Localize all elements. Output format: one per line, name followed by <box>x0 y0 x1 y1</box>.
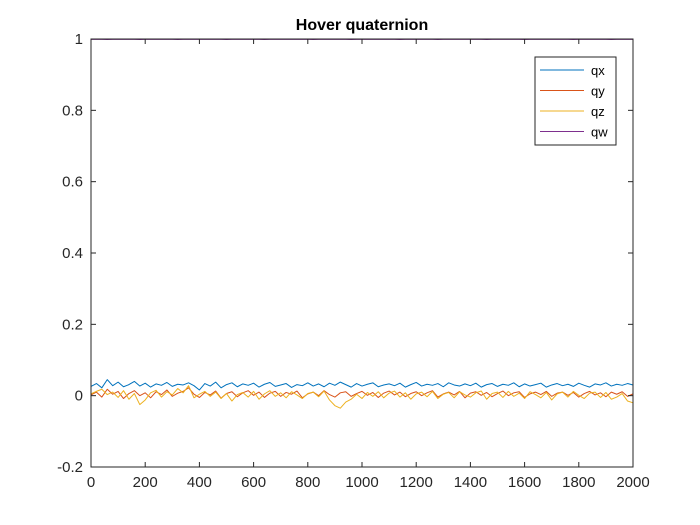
y-tick-label: 0.2 <box>62 316 83 333</box>
y-tick-label: 0 <box>75 388 83 405</box>
x-tick-label: 200 <box>133 474 158 491</box>
y-tick-label: 0.6 <box>62 174 83 191</box>
x-tick-label: 1800 <box>562 474 595 491</box>
x-tick-label: 2000 <box>616 474 649 491</box>
legend: qx qy qz qw <box>534 56 617 146</box>
series-line-qz <box>90 385 634 409</box>
y-tick-label: 1 <box>75 31 83 48</box>
legend-label-qy: qy <box>591 84 605 99</box>
legend-label-qz: qz <box>591 104 605 119</box>
x-tick-label: 1600 <box>508 474 541 491</box>
x-tick-label: 1000 <box>345 474 378 491</box>
x-tick-label: 400 <box>187 474 212 491</box>
axes-layer: 0 200 400 600 800 1000 1200 1400 1600 1800 2000 -0.… <box>57 31 650 491</box>
legend-box <box>534 56 617 146</box>
y-tick-label: 0.4 <box>62 245 83 262</box>
y-tick-label: -0.2 <box>57 459 83 476</box>
x-tick-label: 600 <box>241 474 266 491</box>
x-tick-label: 0 <box>87 474 95 491</box>
x-tick-label: 800 <box>295 474 320 491</box>
series-line-qx <box>90 379 634 391</box>
legend-label-qx: qx <box>591 63 605 78</box>
x-tick-label: 1200 <box>400 474 433 491</box>
y-tick-label: 0.8 <box>62 102 83 119</box>
legend-label-qw: qw <box>591 125 608 140</box>
x-tick-label: 1400 <box>454 474 487 491</box>
chart-title: Hover quaternion <box>296 17 428 34</box>
